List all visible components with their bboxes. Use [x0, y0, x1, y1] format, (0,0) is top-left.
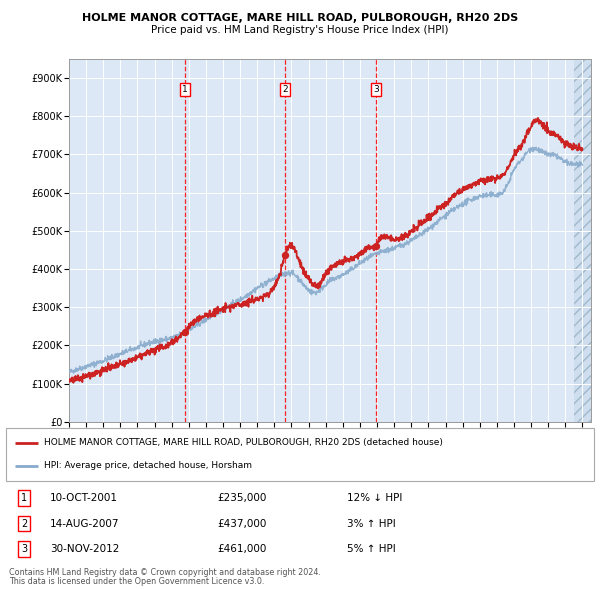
Text: 3: 3 [21, 544, 27, 554]
Bar [574, 59, 591, 422]
Text: 3% ↑ HPI: 3% ↑ HPI [347, 519, 396, 529]
Text: This data is licensed under the Open Government Licence v3.0.: This data is licensed under the Open Gov… [9, 577, 265, 586]
FancyBboxPatch shape [6, 428, 594, 481]
Point [371, 241, 380, 251]
Text: £461,000: £461,000 [218, 544, 267, 554]
Text: 12% ↓ HPI: 12% ↓ HPI [347, 493, 403, 503]
Point [180, 327, 190, 337]
Text: 2: 2 [282, 85, 288, 94]
Text: 30-NOV-2012: 30-NOV-2012 [50, 544, 119, 554]
Text: HPI: Average price, detached house, Horsham: HPI: Average price, detached house, Hors… [44, 461, 252, 470]
Text: Price paid vs. HM Land Registry's House Price Index (HPI): Price paid vs. HM Land Registry's House … [151, 25, 449, 35]
Text: 1: 1 [21, 493, 27, 503]
Text: 2: 2 [21, 519, 28, 529]
Text: 3: 3 [373, 85, 379, 94]
Text: £235,000: £235,000 [218, 493, 267, 503]
Point [280, 250, 290, 260]
Text: £437,000: £437,000 [218, 519, 267, 529]
Text: Contains HM Land Registry data © Crown copyright and database right 2024.: Contains HM Land Registry data © Crown c… [9, 568, 321, 576]
Text: HOLME MANOR COTTAGE, MARE HILL ROAD, PULBOROUGH, RH20 2DS: HOLME MANOR COTTAGE, MARE HILL ROAD, PUL… [82, 13, 518, 23]
Text: 5% ↑ HPI: 5% ↑ HPI [347, 544, 396, 554]
Text: HOLME MANOR COTTAGE, MARE HILL ROAD, PULBOROUGH, RH20 2DS (detached house): HOLME MANOR COTTAGE, MARE HILL ROAD, PUL… [44, 438, 443, 447]
Bar [574, 59, 591, 422]
Text: 14-AUG-2007: 14-AUG-2007 [50, 519, 119, 529]
Text: 1: 1 [182, 85, 188, 94]
Text: 10-OCT-2001: 10-OCT-2001 [50, 493, 118, 503]
